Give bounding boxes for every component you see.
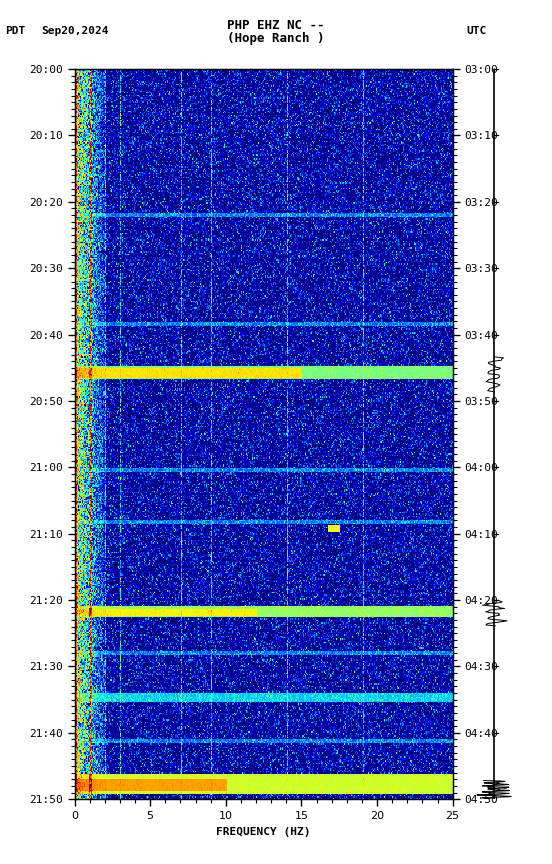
X-axis label: FREQUENCY (HZ): FREQUENCY (HZ) [216,827,311,836]
Text: (Hope Ranch ): (Hope Ranch ) [227,32,325,45]
Text: PHP EHZ NC --: PHP EHZ NC -- [227,19,325,32]
Text: UTC: UTC [466,26,487,36]
Text: Sep20,2024: Sep20,2024 [41,26,109,36]
Text: PDT: PDT [6,26,26,36]
